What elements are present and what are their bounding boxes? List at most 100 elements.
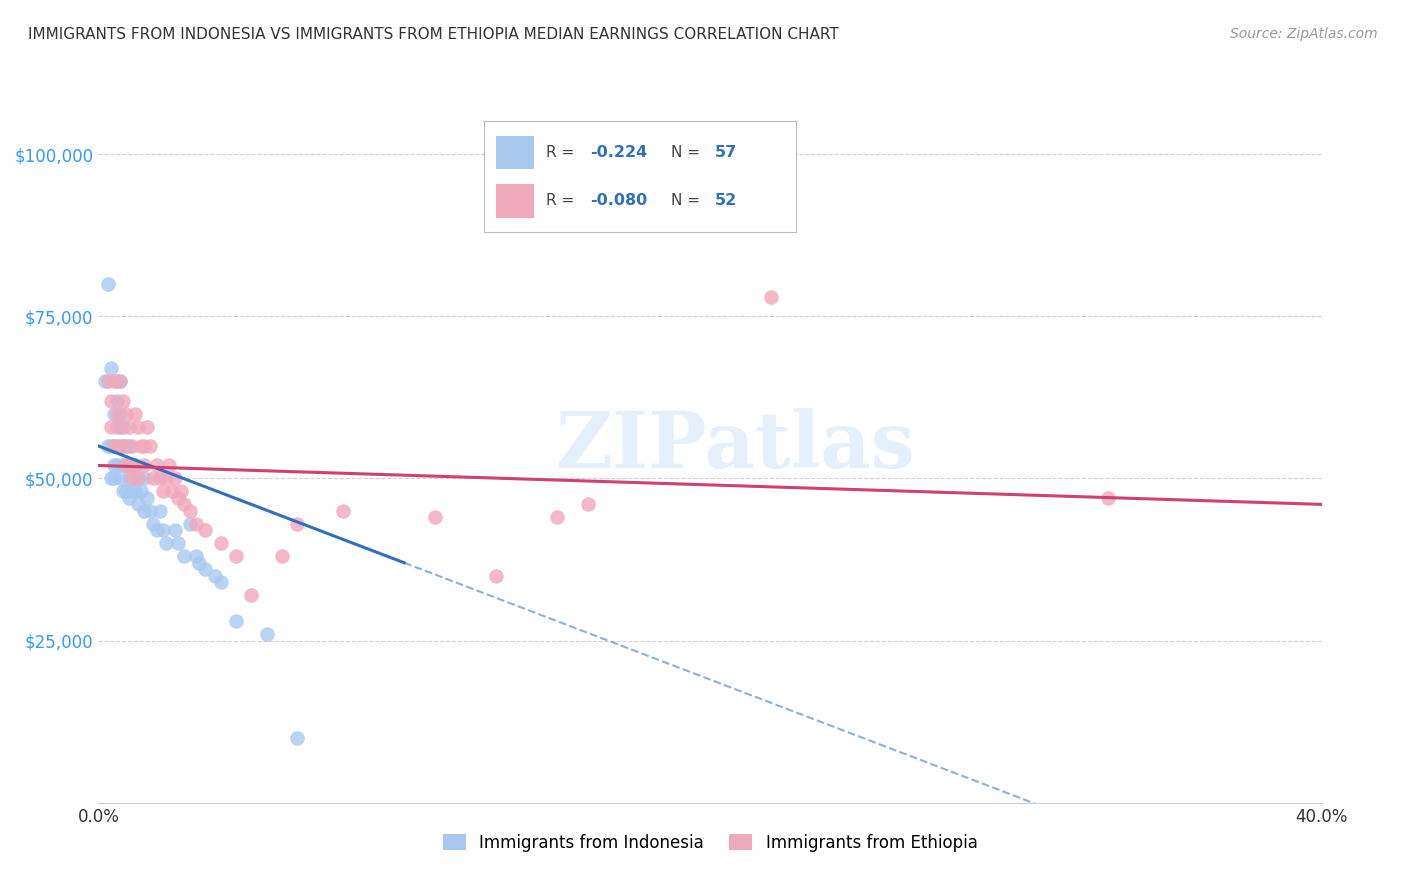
Point xyxy=(115,458,138,473)
Point xyxy=(152,484,174,499)
Point xyxy=(423,510,446,524)
Point xyxy=(129,484,152,499)
Point xyxy=(194,524,217,538)
Point xyxy=(105,407,128,421)
Point xyxy=(97,439,120,453)
Point xyxy=(103,458,125,473)
Point xyxy=(136,419,159,434)
Point xyxy=(105,439,128,453)
Point xyxy=(105,458,128,473)
Point xyxy=(108,471,131,485)
Point xyxy=(285,516,308,531)
Point xyxy=(118,471,141,485)
Point xyxy=(108,407,131,421)
Point xyxy=(111,419,134,434)
Point xyxy=(100,439,122,453)
Point xyxy=(124,407,146,421)
Point xyxy=(115,484,138,499)
Point xyxy=(179,504,201,518)
Point xyxy=(155,471,177,485)
Point xyxy=(100,361,122,376)
Point xyxy=(142,471,165,485)
Point xyxy=(485,568,508,582)
Point xyxy=(155,536,177,550)
Point xyxy=(152,524,174,538)
Point xyxy=(225,549,247,564)
Point xyxy=(103,471,125,485)
Point xyxy=(127,471,149,485)
Point xyxy=(134,471,156,485)
Point xyxy=(108,374,131,388)
Text: IMMIGRANTS FROM INDONESIA VS IMMIGRANTS FROM ETHIOPIA MEDIAN EARNINGS CORRELATIO: IMMIGRANTS FROM INDONESIA VS IMMIGRANTS … xyxy=(28,27,839,42)
Point xyxy=(118,439,141,453)
Point xyxy=(209,536,232,550)
Point xyxy=(111,393,134,408)
Point xyxy=(127,419,149,434)
Point xyxy=(108,419,131,434)
Point xyxy=(105,393,128,408)
Point xyxy=(204,568,226,582)
Point xyxy=(129,439,152,453)
Point xyxy=(188,556,211,570)
Point xyxy=(136,491,159,505)
Text: ZIPatlas: ZIPatlas xyxy=(555,408,914,484)
Point xyxy=(118,419,141,434)
Point xyxy=(256,627,278,641)
Point xyxy=(270,549,292,564)
Point xyxy=(115,439,138,453)
Point xyxy=(100,419,122,434)
Point xyxy=(160,484,183,499)
Point xyxy=(145,458,167,473)
Point xyxy=(121,471,143,485)
Point xyxy=(186,549,208,564)
Point xyxy=(124,458,146,473)
Point xyxy=(118,458,141,473)
Point xyxy=(173,497,195,511)
Point xyxy=(142,516,165,531)
Point xyxy=(97,374,120,388)
Point xyxy=(111,458,134,473)
Point xyxy=(285,731,308,745)
Point xyxy=(111,439,134,453)
Point xyxy=(124,484,146,499)
Point xyxy=(139,439,162,453)
Point xyxy=(759,290,782,304)
Point xyxy=(111,439,134,453)
Point xyxy=(103,439,125,453)
Point xyxy=(163,471,186,485)
Point xyxy=(240,588,263,602)
Point xyxy=(170,484,193,499)
Point xyxy=(127,497,149,511)
Point xyxy=(576,497,599,511)
Point xyxy=(332,504,354,518)
Point xyxy=(173,549,195,564)
Point xyxy=(179,516,201,531)
Point xyxy=(121,484,143,499)
Point xyxy=(127,471,149,485)
Point xyxy=(167,491,190,505)
Point xyxy=(149,504,172,518)
Point xyxy=(118,458,141,473)
Point xyxy=(105,374,128,388)
Point xyxy=(139,504,162,518)
Point xyxy=(108,374,131,388)
Point xyxy=(105,419,128,434)
Point xyxy=(108,439,131,453)
Point xyxy=(124,458,146,473)
Point xyxy=(163,524,186,538)
Point xyxy=(121,439,143,453)
Point xyxy=(93,374,115,388)
Point xyxy=(118,491,141,505)
Point xyxy=(186,516,208,531)
Point xyxy=(121,458,143,473)
Point xyxy=(97,277,120,291)
Point xyxy=(100,393,122,408)
Point xyxy=(115,407,138,421)
Point xyxy=(103,407,125,421)
Point xyxy=(149,471,172,485)
Point xyxy=(546,510,568,524)
Point xyxy=(100,471,122,485)
Point xyxy=(103,374,125,388)
Point xyxy=(134,504,156,518)
Point xyxy=(111,484,134,499)
